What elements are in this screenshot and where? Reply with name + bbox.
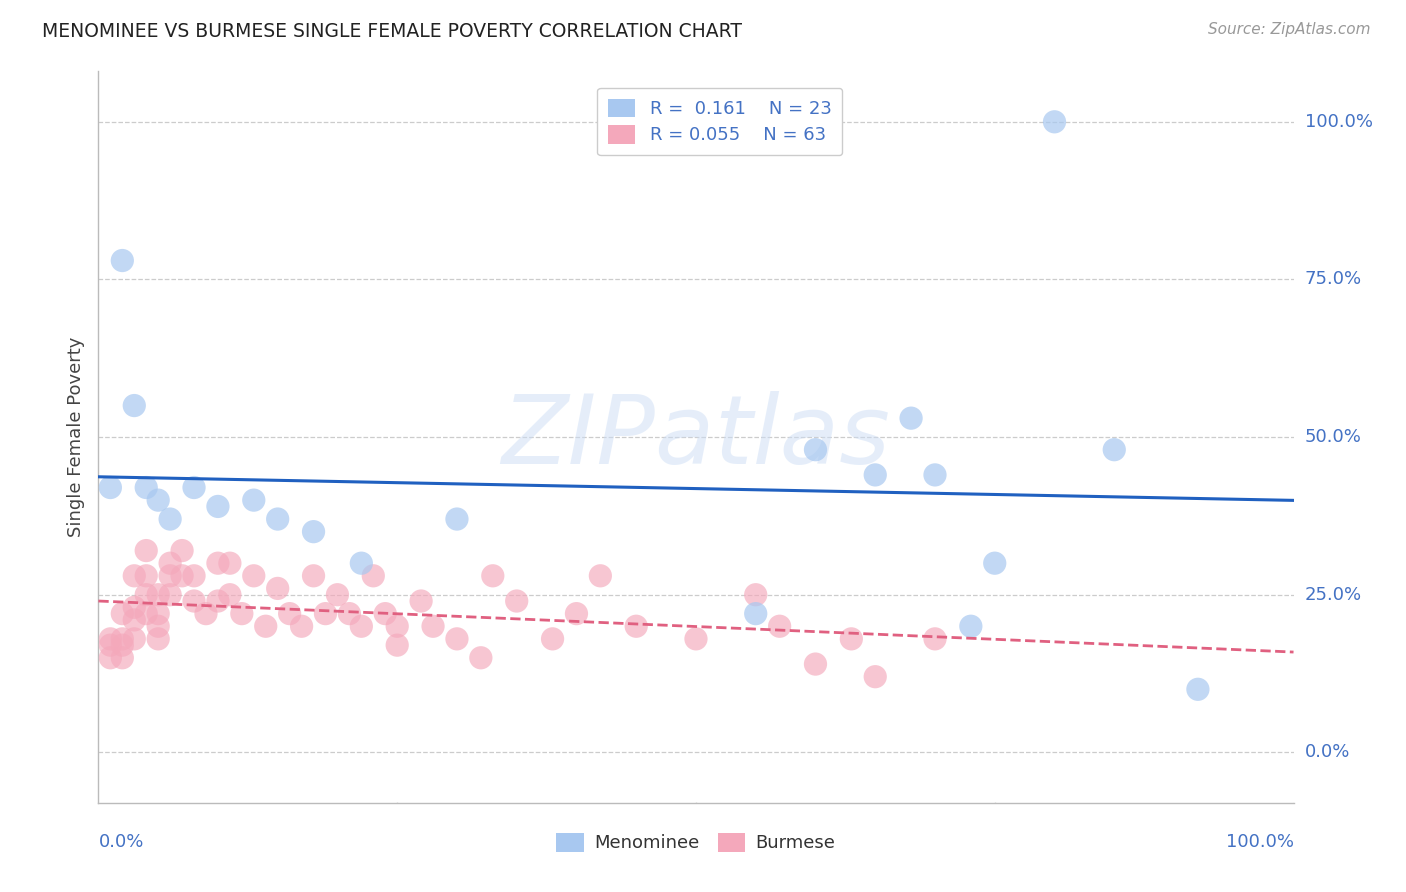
Point xyxy=(159,588,181,602)
Point xyxy=(804,442,827,457)
Point xyxy=(111,253,134,268)
Point xyxy=(207,556,229,570)
Point xyxy=(135,588,157,602)
Text: MENOMINEE VS BURMESE SINGLE FEMALE POVERTY CORRELATION CHART: MENOMINEE VS BURMESE SINGLE FEMALE POVER… xyxy=(42,22,742,41)
Point xyxy=(219,588,242,602)
Text: ZIPatlas: ZIPatlas xyxy=(502,391,890,483)
Text: Source: ZipAtlas.com: Source: ZipAtlas.com xyxy=(1208,22,1371,37)
Point xyxy=(470,650,492,665)
Point xyxy=(124,569,146,583)
Point xyxy=(98,481,122,495)
Point xyxy=(302,569,325,583)
Point xyxy=(135,569,157,583)
Point xyxy=(565,607,588,621)
Point xyxy=(385,619,409,633)
Point xyxy=(148,493,170,508)
Point xyxy=(422,619,444,633)
Point xyxy=(159,569,181,583)
Point xyxy=(900,411,922,425)
Point xyxy=(863,670,886,684)
Point xyxy=(350,619,373,633)
Point xyxy=(350,556,373,570)
Legend: Menominee, Burmese: Menominee, Burmese xyxy=(550,826,842,860)
Point xyxy=(326,588,349,602)
Point xyxy=(924,632,946,646)
Point xyxy=(183,569,205,583)
Text: 50.0%: 50.0% xyxy=(1305,428,1361,446)
Point xyxy=(254,619,277,633)
Point xyxy=(207,500,229,514)
Point xyxy=(159,556,181,570)
Point xyxy=(863,467,886,482)
Y-axis label: Single Female Poverty: Single Female Poverty xyxy=(66,337,84,537)
Point xyxy=(290,619,312,633)
Point xyxy=(194,607,217,621)
Point xyxy=(135,543,157,558)
Text: 25.0%: 25.0% xyxy=(1305,586,1362,604)
Point xyxy=(1102,442,1125,457)
Point xyxy=(148,619,170,633)
Point xyxy=(98,650,122,665)
Point xyxy=(124,399,146,413)
Point xyxy=(624,619,647,633)
Point xyxy=(172,569,194,583)
Point xyxy=(124,600,146,615)
Point xyxy=(98,638,122,652)
Point xyxy=(541,632,564,646)
Point xyxy=(111,632,134,646)
Point xyxy=(278,607,301,621)
Point xyxy=(363,569,385,583)
Point xyxy=(183,594,205,608)
Point xyxy=(411,594,433,608)
Point xyxy=(924,467,946,482)
Point xyxy=(172,543,194,558)
Point xyxy=(135,607,157,621)
Point xyxy=(148,632,170,646)
Point xyxy=(768,619,790,633)
Point xyxy=(745,607,768,621)
Point xyxy=(148,607,170,621)
Point xyxy=(959,619,981,633)
Point xyxy=(135,481,157,495)
Point xyxy=(231,607,253,621)
Point xyxy=(446,512,468,526)
Point xyxy=(1043,115,1066,129)
Point xyxy=(481,569,505,583)
Point xyxy=(446,632,468,646)
Point xyxy=(1187,682,1209,697)
Point xyxy=(124,632,146,646)
Point xyxy=(337,607,360,621)
Point xyxy=(302,524,325,539)
Point xyxy=(219,556,242,570)
Point xyxy=(745,588,768,602)
Point xyxy=(124,613,146,627)
Point xyxy=(243,569,266,583)
Point xyxy=(98,632,122,646)
Point xyxy=(506,594,529,608)
Point xyxy=(243,493,266,508)
Point xyxy=(374,607,396,621)
Point xyxy=(111,607,134,621)
Point xyxy=(111,650,134,665)
Text: 75.0%: 75.0% xyxy=(1305,270,1362,288)
Point xyxy=(685,632,707,646)
Text: 100.0%: 100.0% xyxy=(1226,833,1294,851)
Text: 100.0%: 100.0% xyxy=(1305,112,1372,131)
Point xyxy=(804,657,827,671)
Point xyxy=(267,512,290,526)
Point xyxy=(983,556,1005,570)
Text: 0.0%: 0.0% xyxy=(98,833,143,851)
Point xyxy=(839,632,862,646)
Point xyxy=(111,638,134,652)
Point xyxy=(589,569,612,583)
Point xyxy=(207,594,229,608)
Point xyxy=(385,638,409,652)
Point xyxy=(148,588,170,602)
Point xyxy=(315,607,337,621)
Point xyxy=(183,481,205,495)
Point xyxy=(267,582,290,596)
Text: 0.0%: 0.0% xyxy=(1305,743,1350,762)
Point xyxy=(159,512,181,526)
